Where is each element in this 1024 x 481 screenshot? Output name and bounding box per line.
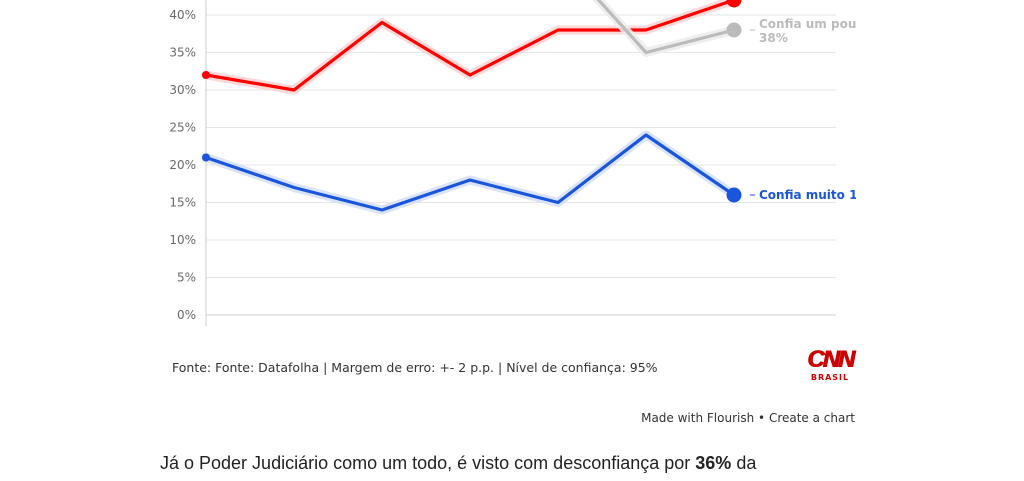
article-text-before: Já o Poder Judiciário como um todo, é vi…: [160, 453, 696, 473]
y-tick-label-15: 15%: [169, 196, 196, 210]
flourish-credit: Made with Flourish • Create a chart: [641, 411, 855, 425]
made-with-flourish-link[interactable]: Made with Flourish: [641, 411, 755, 425]
series-line-s2: [204, 133, 736, 212]
series-point-s2-0: [202, 153, 210, 162]
y-tick-label-30: 30%: [169, 83, 196, 97]
y-tick-label-10: 10%: [169, 233, 196, 247]
cnn-brasil-logo[interactable]: CNN BRASIL: [804, 348, 856, 384]
create-chart-link[interactable]: Create a chart: [768, 411, 855, 425]
y-tick-label-0: 0%: [177, 308, 196, 322]
end-label-s1: Confia um pou: [759, 17, 856, 31]
series-end-point-s1: [726, 22, 742, 38]
end-label-s2: Confia muito 1: [759, 188, 857, 202]
y-tick-label-5: 5%: [177, 271, 196, 285]
series-line-s0: [204, 0, 736, 92]
logo-brasil-text: BRASIL: [810, 373, 850, 382]
series-end-point-s0: [726, 0, 742, 8]
series-end-point-s2: [726, 187, 742, 203]
y-tick-label-25: 25%: [169, 121, 196, 135]
logo-cnn-text: CNN: [807, 346, 855, 373]
article-paragraph: Já o Poder Judiciário como um todo, é vi…: [160, 453, 756, 474]
article-text-after: da: [731, 453, 757, 473]
credit-bullet: •: [758, 411, 766, 425]
y-tick-label-35: 35%: [169, 46, 196, 60]
chart-source: Fonte: Fonte: Datafolha | Margem de erro…: [172, 360, 658, 375]
series-line-s1: [596, 0, 736, 55]
series-point-s0-0: [202, 71, 210, 79]
end-label-value-s1: 38%: [759, 31, 788, 45]
series-halo-s2: [201, 130, 739, 215]
article-highlight: 36%: [695, 453, 732, 473]
y-tick-label-20: 20%: [169, 158, 196, 172]
y-tick-label-40: 40%: [169, 8, 196, 22]
